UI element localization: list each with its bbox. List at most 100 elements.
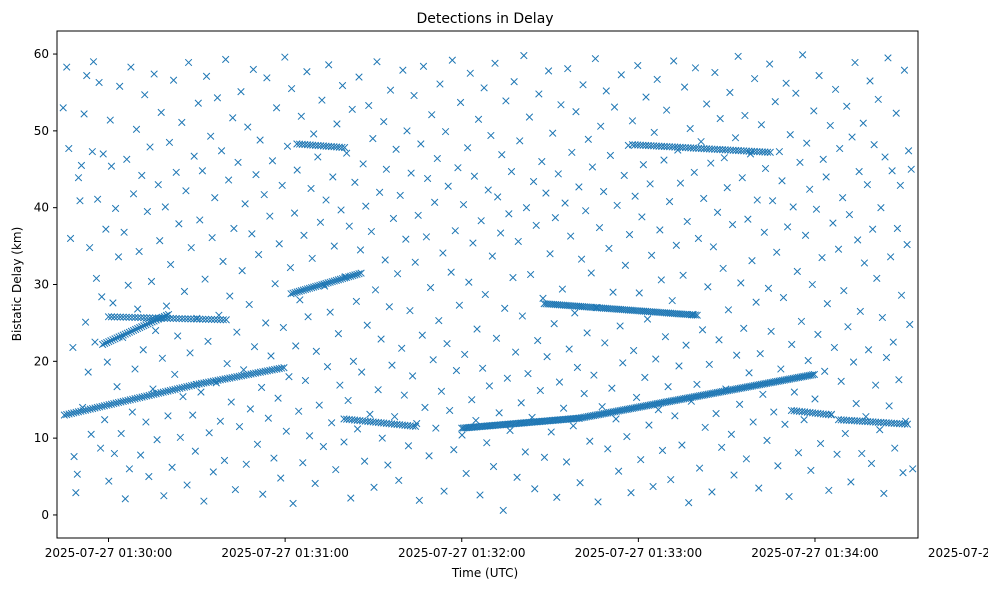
data-point <box>271 280 279 288</box>
data-point <box>551 214 560 222</box>
y-tick-label: 30 <box>34 278 49 292</box>
data-point <box>419 62 428 70</box>
data-point <box>884 54 892 62</box>
data-point <box>685 499 693 507</box>
data-point <box>98 293 106 301</box>
data-point <box>724 306 733 314</box>
data-point <box>216 417 225 425</box>
data-point <box>830 343 839 352</box>
data-point <box>176 384 184 392</box>
data-point <box>123 155 131 163</box>
data-point <box>808 280 816 289</box>
data-point <box>844 323 852 331</box>
data-point <box>347 272 355 280</box>
data-point <box>120 228 128 236</box>
data-point <box>536 386 544 395</box>
x-tick-label: 2025-07-27 01:34:00 <box>751 546 878 560</box>
data-point <box>307 184 315 193</box>
data-point <box>345 222 353 230</box>
data-point <box>561 199 569 207</box>
data-point <box>845 210 854 219</box>
data-point <box>138 171 146 180</box>
data-point <box>540 453 549 461</box>
data-point <box>333 120 341 128</box>
data-point <box>278 181 286 190</box>
data-point <box>838 194 847 202</box>
data-point <box>160 492 168 500</box>
data-point <box>216 316 225 324</box>
data-point <box>885 402 893 410</box>
data-point <box>145 391 153 400</box>
data-point <box>356 246 365 254</box>
data-point <box>903 240 911 249</box>
data-point <box>507 167 516 176</box>
data-point <box>843 102 851 110</box>
data-point <box>119 397 127 406</box>
data-point <box>555 378 564 386</box>
data-point <box>525 113 534 121</box>
data-point <box>645 421 653 429</box>
data-point <box>880 489 888 498</box>
data-point <box>121 495 129 503</box>
data-point <box>691 311 699 319</box>
data-point <box>324 279 332 287</box>
data-point <box>859 119 867 127</box>
data-point <box>158 354 167 362</box>
data-point <box>326 278 334 286</box>
data-point <box>134 324 142 333</box>
data-point <box>115 333 123 341</box>
data-point <box>119 313 127 321</box>
data-point <box>169 314 177 323</box>
data-point <box>734 52 742 61</box>
data-point <box>314 282 322 290</box>
data-point <box>704 283 712 291</box>
data-point <box>447 268 455 276</box>
data-point <box>586 437 594 445</box>
data-point <box>567 232 575 240</box>
data-point <box>462 469 470 478</box>
data-point <box>450 446 458 454</box>
data-point <box>126 396 134 404</box>
data-point <box>125 465 134 473</box>
data-point <box>113 334 121 342</box>
data-point <box>676 179 685 187</box>
data-point <box>107 162 116 170</box>
data-point <box>145 472 153 481</box>
data-point <box>860 259 869 267</box>
data-point <box>668 296 676 305</box>
data-point <box>87 430 95 438</box>
data-point <box>173 385 182 393</box>
data-point <box>627 489 635 497</box>
data-point <box>794 449 803 457</box>
data-point <box>810 107 818 115</box>
data-point <box>132 125 141 133</box>
data-point <box>610 103 619 111</box>
data-point <box>129 326 138 335</box>
data-point <box>327 419 336 427</box>
x-tick-label: 2025-07-27 01:33:00 <box>575 546 702 560</box>
data-point <box>98 340 107 349</box>
data-point <box>184 315 192 323</box>
data-point <box>492 334 501 342</box>
data-point <box>374 386 382 394</box>
data-point <box>789 203 797 211</box>
data-point <box>803 139 811 147</box>
data-point <box>74 174 83 182</box>
data-point <box>277 474 285 482</box>
data-point <box>612 415 620 423</box>
data-point <box>662 106 671 114</box>
data-point <box>812 205 821 213</box>
data-point <box>863 180 872 189</box>
data-point <box>538 157 546 166</box>
data-point <box>110 313 119 321</box>
data-point <box>256 136 264 144</box>
data-point <box>101 416 109 424</box>
data-point <box>459 200 468 209</box>
data-point <box>386 86 395 94</box>
data-point <box>190 152 198 160</box>
data-point <box>180 287 189 296</box>
data-point <box>609 288 617 296</box>
data-point <box>219 316 227 324</box>
data-point <box>664 383 672 391</box>
data-point <box>227 398 235 406</box>
